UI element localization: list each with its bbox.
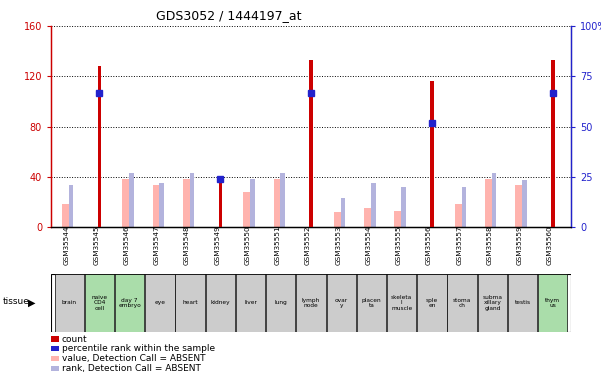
Bar: [455, 204, 463, 227]
Text: testis: testis: [514, 300, 531, 305]
Bar: [430, 81, 434, 227]
Bar: [485, 179, 493, 227]
Text: GSM35553: GSM35553: [335, 225, 341, 265]
Text: GSM35544: GSM35544: [63, 225, 69, 265]
Bar: [69, 186, 73, 227]
Text: tissue: tissue: [3, 297, 30, 306]
Text: eye: eye: [154, 300, 165, 305]
Bar: [145, 274, 174, 332]
Bar: [334, 212, 343, 227]
Text: GSM35550: GSM35550: [245, 225, 251, 265]
Text: placen
ta: placen ta: [362, 298, 381, 308]
Bar: [97, 66, 101, 227]
Text: heart: heart: [182, 300, 198, 305]
Bar: [522, 180, 526, 227]
Text: GSM35545: GSM35545: [93, 225, 99, 265]
Bar: [309, 60, 313, 227]
Text: rank, Detection Call = ABSENT: rank, Detection Call = ABSENT: [62, 364, 201, 373]
Text: GSM35560: GSM35560: [547, 225, 553, 265]
Text: GSM35549: GSM35549: [215, 225, 221, 265]
Text: brain: brain: [62, 300, 77, 305]
Bar: [371, 183, 376, 227]
Text: GSM35546: GSM35546: [124, 225, 130, 265]
Text: percentile rank within the sample: percentile rank within the sample: [62, 344, 215, 353]
Bar: [183, 179, 191, 227]
Bar: [508, 274, 537, 332]
Bar: [462, 187, 466, 227]
Bar: [250, 179, 255, 227]
Bar: [357, 274, 386, 332]
Text: sple
en: sple en: [426, 298, 438, 308]
Text: GSM35547: GSM35547: [154, 225, 160, 265]
Text: skeleta
l
muscle: skeleta l muscle: [391, 295, 412, 311]
Bar: [515, 186, 524, 227]
Bar: [478, 274, 507, 332]
Bar: [85, 274, 114, 332]
Bar: [236, 274, 265, 332]
Bar: [492, 173, 496, 227]
Bar: [538, 274, 567, 332]
Bar: [55, 274, 84, 332]
Text: naive
CD4
cell: naive CD4 cell: [91, 295, 108, 311]
Text: GSM35555: GSM35555: [395, 225, 401, 265]
Text: count: count: [62, 334, 88, 344]
Text: GDS3052 / 1444197_at: GDS3052 / 1444197_at: [156, 9, 301, 22]
Text: GSM35552: GSM35552: [305, 225, 311, 265]
Bar: [280, 173, 285, 227]
Text: kidney: kidney: [210, 300, 230, 305]
Bar: [266, 274, 296, 332]
Text: liver: liver: [244, 300, 257, 305]
Text: GSM35557: GSM35557: [456, 225, 462, 265]
Bar: [123, 179, 131, 227]
Bar: [364, 208, 373, 227]
Text: GSM35551: GSM35551: [275, 225, 281, 265]
Text: lymph
node: lymph node: [302, 298, 320, 308]
Bar: [243, 192, 252, 227]
Text: subma
xillary
gland: subma xillary gland: [483, 295, 502, 311]
Bar: [448, 274, 477, 332]
Text: GSM35548: GSM35548: [184, 225, 190, 265]
Text: GSM35558: GSM35558: [486, 225, 492, 265]
Bar: [153, 186, 161, 227]
Bar: [273, 179, 282, 227]
Text: stoma
ch: stoma ch: [453, 298, 471, 308]
Bar: [401, 187, 406, 227]
Bar: [341, 198, 346, 227]
Text: day 7
embryо: day 7 embryо: [118, 298, 141, 308]
Bar: [387, 274, 416, 332]
Bar: [551, 60, 555, 227]
Bar: [190, 173, 194, 227]
Text: GSM35559: GSM35559: [517, 225, 523, 265]
Text: ▶: ▶: [28, 298, 35, 308]
Text: thym
us: thym us: [545, 298, 560, 308]
Bar: [159, 183, 164, 227]
Text: GSM35554: GSM35554: [365, 225, 371, 265]
Bar: [296, 274, 326, 332]
Bar: [326, 274, 356, 332]
Text: GSM35556: GSM35556: [426, 225, 432, 265]
Bar: [219, 183, 222, 227]
Text: value, Detection Call = ABSENT: value, Detection Call = ABSENT: [62, 354, 206, 363]
Bar: [206, 274, 235, 332]
Text: lung: lung: [275, 300, 287, 305]
Bar: [417, 274, 447, 332]
Bar: [129, 173, 134, 227]
Bar: [175, 274, 205, 332]
Bar: [62, 204, 70, 227]
Bar: [115, 274, 144, 332]
Bar: [394, 211, 403, 227]
Text: ovar
y: ovar y: [335, 298, 348, 308]
